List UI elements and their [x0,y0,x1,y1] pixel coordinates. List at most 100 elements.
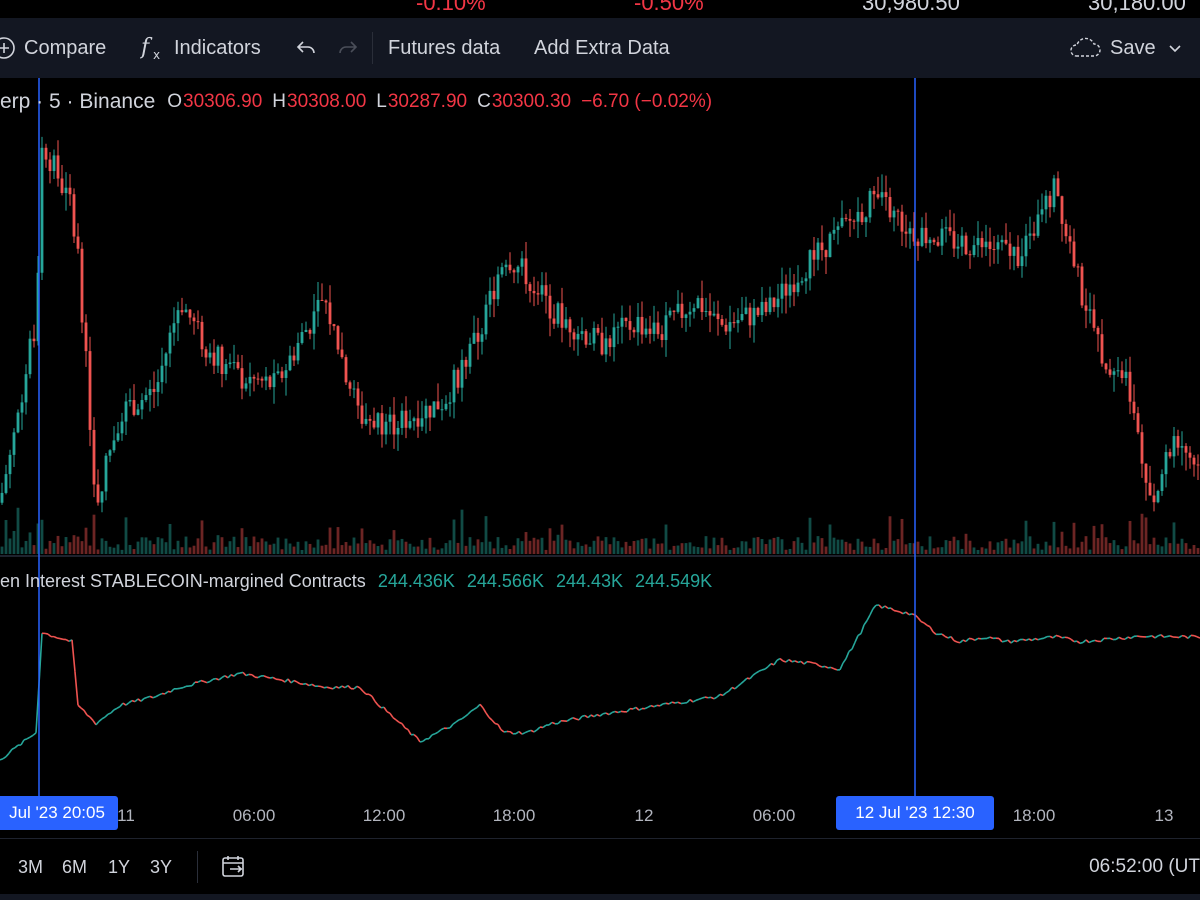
volume-bar [900,518,904,554]
clock-timezone[interactable]: 06:52:00 (UT [1089,856,1200,877]
volume-bar [976,549,980,554]
volume-bar [76,536,80,554]
oi-segment [1154,635,1159,639]
candle-body [800,281,804,283]
volume-bar [480,542,484,554]
candle-body [720,319,724,325]
chart-area[interactable] [0,78,1200,796]
oi-segment [371,695,376,702]
oi-segment [923,622,928,626]
candle-body [740,314,744,321]
volume-bar [432,547,436,554]
volume-bar [1080,541,1084,554]
volume-bar [948,540,952,554]
volume-bar [684,543,688,554]
candle-body [600,332,604,355]
oi-segment [809,661,814,664]
oi-segment [566,718,571,722]
save-dropdown-button[interactable] [1168,18,1190,78]
volume-bar [212,542,216,554]
date-range-button[interactable] [220,839,248,895]
candle-body [752,307,756,326]
candle-body [996,242,1000,250]
candle-body [72,194,76,237]
volume-bar [204,546,208,554]
oi-segment [1031,637,1036,642]
volume-bar [596,536,600,554]
candle-body [204,349,208,358]
oi-segment [83,709,88,716]
svg-text:f: f [140,35,153,60]
candle-body [532,291,536,294]
oi-segment [1061,636,1066,639]
candle-body [368,418,372,421]
candle-body [1108,369,1112,375]
candle-body [1192,457,1196,465]
volume-bar [1176,543,1180,554]
oi-segment [65,638,70,643]
crosshair-time-label-1: Jul '23 20:05 [0,796,118,830]
oi-segment [131,699,136,703]
oi-segment [296,681,301,685]
volume-bar [584,544,588,554]
candle-body [728,322,732,332]
volume-bar [240,528,244,554]
oi-segment [14,744,19,749]
volume-bar [1124,546,1128,554]
undo-button[interactable] [294,18,326,78]
oi-segment [1070,638,1075,643]
candle-body [628,321,632,330]
candle-body [580,331,584,334]
candle-body [904,231,908,234]
candle-body [444,403,448,410]
open-interest-title[interactable]: en Interest STABLECOIN-margined Contract… [0,570,366,591]
candle-body [252,376,256,379]
oi-segment [1037,638,1042,641]
top-ticker-strip: -0.10% -0.50% 30,980.50 30,180.00 [0,0,1200,18]
volume-bar [104,540,108,554]
volume-bar [832,537,836,554]
oi-segment [851,641,856,650]
oi-segment [404,727,409,731]
compare-button[interactable]: Compare [0,18,106,78]
save-button[interactable]: Save [1068,18,1156,78]
volume-bars [0,507,1200,554]
candle-body [1036,214,1040,236]
symbol-title[interactable]: erp · 5 · Binance [0,90,156,113]
volume-bar [420,539,424,554]
volume-bar [1136,543,1140,554]
oi-segment [1151,635,1156,639]
oi-segment [281,679,286,683]
volume-bar [740,541,744,554]
range-6m-button[interactable]: 6M [62,856,88,877]
time-tick: 11 [117,806,135,825]
futures-data-button[interactable]: Futures data [388,18,500,78]
volume-bar [1008,547,1012,554]
volume-bar [356,543,360,554]
volume-bar [88,545,92,554]
volume-bar [868,546,872,554]
candle-body [1024,235,1028,257]
oi-segment [614,710,619,714]
candle-body [240,368,244,389]
candle-body [464,359,468,367]
oi-segment [485,712,490,718]
oi-segment [1169,635,1174,638]
time-axis[interactable]: 11 06:00 12:00 18:00 12 06:00 18:00 13 [0,796,1200,836]
add-extra-data-button[interactable]: Add Extra Data [534,18,670,78]
redo-button[interactable] [336,18,368,78]
range-1y-button[interactable]: 1Y [108,856,131,877]
range-3m-button[interactable]: 3M [18,856,44,877]
oi-segment [377,704,382,709]
oi-segment [848,648,853,653]
oi-segment [1082,639,1087,644]
volume-bar [496,537,500,554]
volume-bar [388,539,392,554]
volume-bar [548,528,552,554]
candle-body [632,329,636,333]
oi-segment [770,662,775,666]
range-3y-button[interactable]: 3Y [150,856,173,877]
oi-segment [152,695,157,699]
oi-segment [1022,638,1027,642]
